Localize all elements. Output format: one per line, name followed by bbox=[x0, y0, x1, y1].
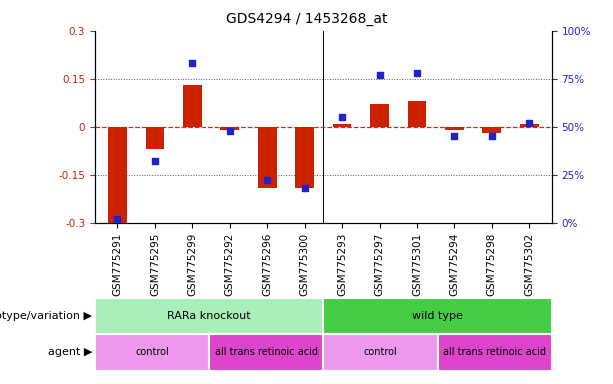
Point bbox=[449, 133, 459, 139]
Bar bbox=[258, 127, 276, 187]
Bar bbox=[482, 127, 501, 133]
Bar bbox=[445, 127, 463, 130]
Bar bbox=[408, 101, 426, 127]
Point bbox=[188, 60, 197, 66]
Text: all trans retinoic acid: all trans retinoic acid bbox=[215, 347, 318, 358]
Bar bbox=[295, 127, 314, 187]
Text: wild type: wild type bbox=[412, 311, 463, 321]
Point bbox=[412, 70, 422, 76]
Text: agent ▶: agent ▶ bbox=[48, 347, 92, 358]
Bar bbox=[333, 124, 351, 127]
Bar bbox=[145, 127, 164, 149]
Point bbox=[300, 185, 310, 191]
Text: control: control bbox=[364, 347, 397, 358]
Text: control: control bbox=[135, 347, 169, 358]
Bar bbox=[221, 127, 239, 130]
Point bbox=[337, 114, 347, 120]
Point bbox=[375, 72, 384, 78]
Text: GDS4294 / 1453268_at: GDS4294 / 1453268_at bbox=[226, 12, 387, 25]
Bar bbox=[520, 124, 539, 127]
Point bbox=[524, 120, 534, 126]
Bar bbox=[108, 127, 127, 223]
Bar bbox=[183, 85, 202, 127]
Point bbox=[487, 133, 497, 139]
Point bbox=[150, 158, 160, 164]
Text: genotype/variation ▶: genotype/variation ▶ bbox=[0, 311, 92, 321]
Bar bbox=[370, 104, 389, 127]
Point bbox=[262, 177, 272, 184]
Text: all trans retinoic acid: all trans retinoic acid bbox=[443, 347, 546, 358]
Text: RARa knockout: RARa knockout bbox=[167, 311, 251, 321]
Point bbox=[225, 127, 235, 134]
Point bbox=[113, 216, 123, 222]
